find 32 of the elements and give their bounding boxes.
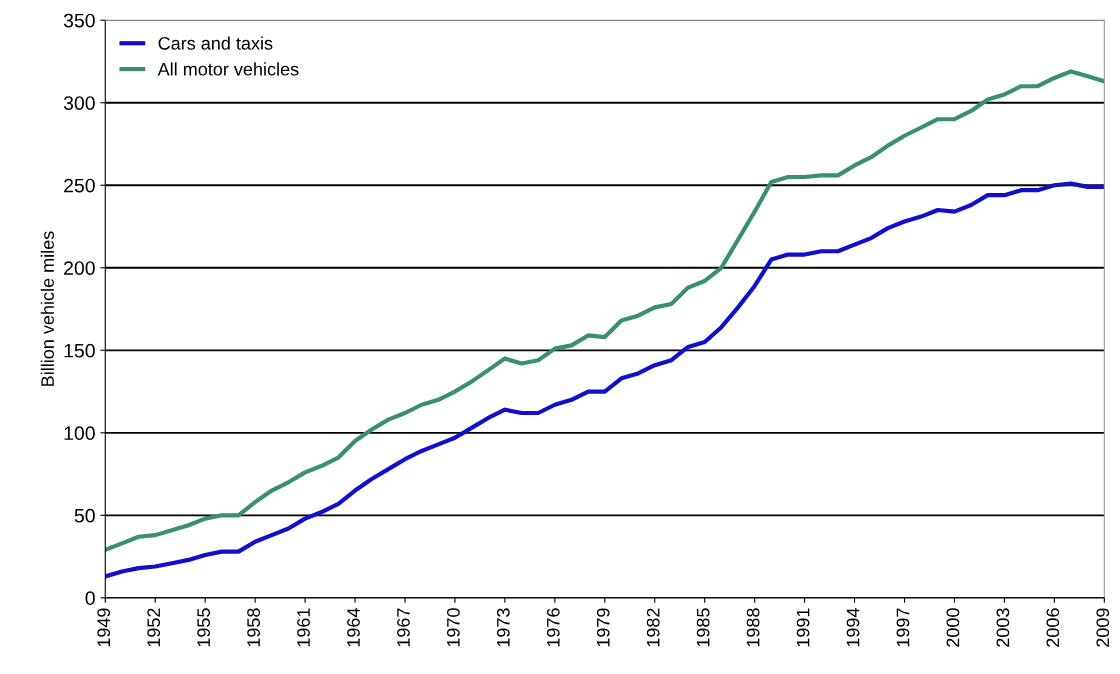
y-tick-label: 100 [64,426,95,441]
x-tick-label: 1985 [696,608,710,647]
x-tick-label: 2009 [1096,608,1110,647]
x-tick-label: 1994 [846,608,860,647]
x-tick-label: 1997 [896,608,910,647]
y-axis-title: Billion vehicle miles [40,231,54,386]
x-tick-label: 1955 [197,608,211,647]
x-tick-label: 1982 [646,608,660,647]
x-tick-label: 1970 [447,608,460,647]
x-tick-label: 1967 [397,608,410,647]
legend-label: Cars and taxis [158,36,273,50]
x-tick-label: 1952 [147,608,161,647]
x-tick-label: 2006 [1046,608,1060,647]
y-tick-label: 250 [64,178,95,193]
x-tick-label: 1973 [496,608,510,647]
x-tick-label: 1964 [347,608,360,647]
x-tick-label: 1988 [746,608,760,647]
x-tick-label: 1958 [247,608,260,647]
x-tick-label: 1991 [796,608,810,647]
y-tick-label: 300 [63,96,95,110]
x-tick-label: 1949 [97,608,111,647]
y-tick-label: 50 [74,508,95,523]
y-tick-label: 0 [85,591,95,606]
x-tick-label: 1979 [596,608,610,647]
x-tick-label: 1976 [546,608,560,647]
legend-label: All motor vehicles [157,62,299,76]
y-tick-label: 200 [64,261,95,276]
x-tick-label: 2003 [996,608,1010,647]
x-tick-label: 2000 [946,608,960,647]
x-tick-label: 1961 [297,608,310,647]
y-tick-label: 150 [64,343,95,358]
y-tick-label: 350 [63,13,95,28]
